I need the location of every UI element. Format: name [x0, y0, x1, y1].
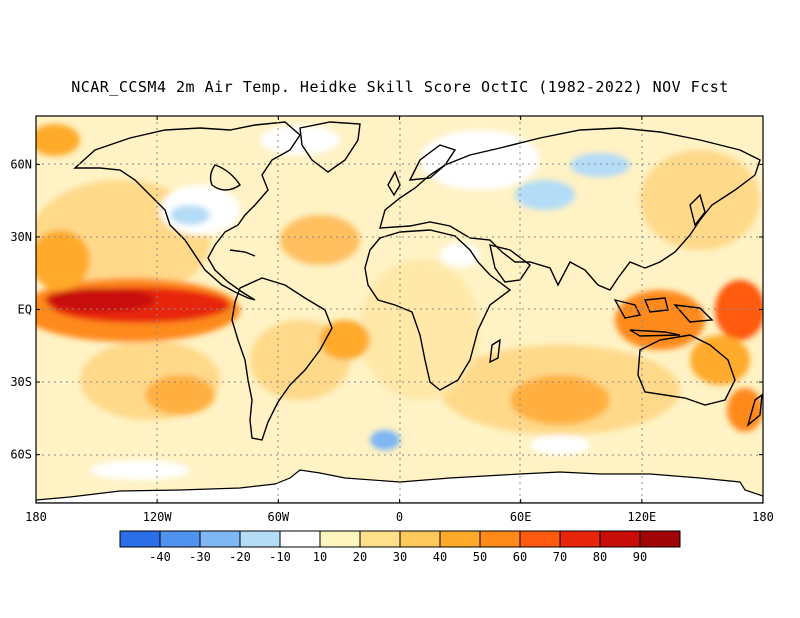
lat-label: 30N: [10, 230, 32, 244]
colorbar-swatch: [359, 530, 401, 548]
colorbar-label: 80: [593, 550, 607, 564]
lat-label: EQ: [18, 303, 32, 317]
colorbar-swatch: [119, 530, 161, 548]
colorbar-label: 30: [393, 550, 407, 564]
colorbar-label: -20: [229, 550, 251, 564]
colorbar-label: 20: [353, 550, 367, 564]
longitude-axis: 180 120W 60W 0 60E 120E 180: [25, 116, 774, 524]
colorbar-label: 90: [633, 550, 647, 564]
colorbar-label: 70: [553, 550, 567, 564]
lon-label: 60W: [267, 510, 289, 524]
coastlines: [73, 121, 763, 441]
colorbar: -40 -30 -20 -10 10 20 30 40 50 60 70 80 90: [119, 530, 681, 564]
colorbar-label: 60: [513, 550, 527, 564]
colorbar-label: 50: [473, 550, 487, 564]
colorbar-swatch: [639, 530, 681, 548]
lat-label: 30S: [10, 375, 32, 389]
lat-label: 60N: [10, 157, 32, 171]
colorbar-swatch: [199, 530, 241, 548]
colorbar-label: 10: [313, 550, 327, 564]
colorbar-swatch: [559, 530, 601, 548]
colorbar-swatch: [159, 530, 201, 548]
colorbar-swatch: [399, 530, 441, 548]
lon-label: 60E: [510, 510, 532, 524]
lon-label: 120W: [143, 510, 173, 524]
lon-label: 120E: [627, 510, 656, 524]
map-grid: [36, 116, 763, 503]
colorbar-swatch: [479, 530, 521, 548]
colorbar-swatch: [439, 530, 481, 548]
colorbar-swatch: [239, 530, 281, 548]
colorbar-swatch: [319, 530, 361, 548]
latitude-axis: 60N 30N EQ 30S 60S: [10, 157, 763, 462]
lon-label: 180: [752, 510, 774, 524]
lat-label: 60S: [10, 448, 32, 462]
colorbar-swatch: [279, 530, 321, 548]
lon-label: 180: [25, 510, 47, 524]
map-title: NCAR_CCSM4 2m Air Temp. Heidke Skill Sco…: [71, 78, 729, 96]
colorbar-label: -30: [189, 550, 211, 564]
colorbar-swatch: [519, 530, 561, 548]
skill-score-field: [36, 124, 763, 480]
colorbar-swatch: [599, 530, 641, 548]
colorbar-label: -40: [149, 550, 171, 564]
colorbar-label: 40: [433, 550, 447, 564]
lon-label: 0: [396, 510, 403, 524]
colorbar-label: -10: [269, 550, 291, 564]
